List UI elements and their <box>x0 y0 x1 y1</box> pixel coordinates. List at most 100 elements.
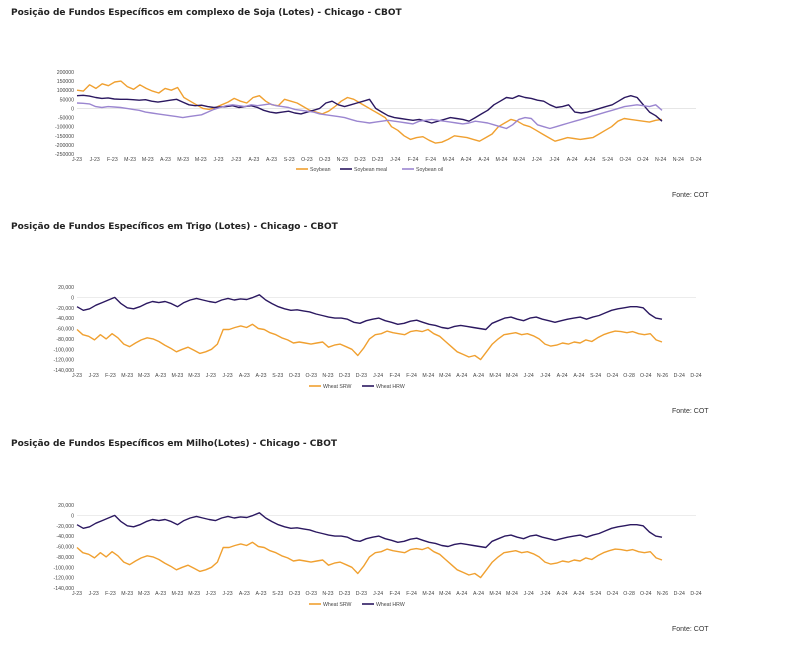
x-tick-label: M-24 <box>439 591 451 597</box>
y-tick-label: 0 <box>71 513 74 519</box>
x-tick-label: N-23 <box>322 591 333 597</box>
x-tick-label: A-23 <box>256 591 267 597</box>
corn-chart: 20,000 0 -20,000 -40,000 -60,000 -80,000 -100,… <box>54 503 702 608</box>
x-tick-label: J-23 <box>72 373 82 379</box>
y-tick-label: -60,000 <box>56 327 74 333</box>
x-tick-label: A-24 <box>456 591 467 597</box>
x-tick-label: N-26 <box>657 591 668 597</box>
wheat-chart: 20,000 0 -20,000 -40,000 -60,000 -80,000 -100,… <box>54 285 702 390</box>
x-tick-label: D-23 <box>356 591 367 597</box>
x-tick-label: A-23 <box>155 591 166 597</box>
x-tick-label: O-23 <box>289 373 301 379</box>
x-tick-label: D-23 <box>354 157 365 163</box>
x-tick-label: F-24 <box>406 373 417 379</box>
x-tick-label: D-24 <box>690 373 701 379</box>
x-tick-label: A-24 <box>584 157 595 163</box>
x-tick-label: M-23 <box>177 157 189 163</box>
x-tick-label: D-24 <box>674 591 685 597</box>
x-tick-label: A-23 <box>155 373 166 379</box>
x-tick-label: J-23 <box>89 373 99 379</box>
x-tick-label: A-24 <box>557 373 568 379</box>
series-line-2 <box>76 94 663 124</box>
x-tick-label: O-24 <box>607 373 619 379</box>
x-tick-label: J-23 <box>90 157 100 163</box>
y-tick-label: -250000 <box>55 152 74 158</box>
x-tick-label: O-24 <box>619 157 631 163</box>
x-tick-label: F-24 <box>390 373 401 379</box>
x-tick-label: A-23 <box>266 157 277 163</box>
x-tick-label: S-24 <box>590 373 601 379</box>
x-tick-label: S-23 <box>272 591 283 597</box>
x-tick-label: J-24 <box>532 157 542 163</box>
x-tick-label: N-24 <box>655 157 666 163</box>
x-tick-label: M-24 <box>489 591 501 597</box>
x-tick-label: J-24 <box>390 157 400 163</box>
x-tick-label: F-23 <box>105 373 116 379</box>
wheat-chart-section: Posição de Fundos Específicos em Trigo (… <box>0 215 806 435</box>
y-tick-label: -140,000 <box>54 368 75 374</box>
x-tick-label: J-23 <box>72 591 82 597</box>
x-tick-label: J-23 <box>72 157 82 163</box>
x-tick-label: A-24 <box>573 591 584 597</box>
y-tick-label: -200000 <box>55 143 74 149</box>
soy-chart: 200000 150000 100000 50000 0 -50000 -100000 -15… <box>55 70 702 173</box>
x-tick-label: A-24 <box>573 373 584 379</box>
legend-label: Wheat SRW <box>323 384 352 390</box>
x-tick-label: M-24 <box>442 157 454 163</box>
x-tick-label: J-24 <box>373 591 383 597</box>
x-tick-label: D-24 <box>690 591 701 597</box>
legend-label: Soybean oil <box>416 167 443 173</box>
x-tick-label: D-23 <box>339 591 350 597</box>
y-tick-label: -120,000 <box>54 358 75 364</box>
legend-label: Wheat SRW <box>323 602 352 608</box>
x-tick-label: F-24 <box>425 157 436 163</box>
x-tick-label: O-24 <box>640 591 652 597</box>
y-tick-label: -100000 <box>55 125 74 131</box>
x-tick-label: F-24 <box>390 591 401 597</box>
series-line-1 <box>76 323 663 361</box>
y-tick-label: 150000 <box>57 79 74 85</box>
x-tick-label: M-23 <box>171 373 183 379</box>
soy-chart-source: Fonte: COT <box>672 192 709 199</box>
legend-label: Wheat HRW <box>376 602 405 608</box>
corn-chart-source: Fonte: COT <box>672 626 709 633</box>
y-tick-label: 20,000 <box>58 285 74 291</box>
x-tick-label: S-24 <box>590 591 601 597</box>
y-tick-label: -80,000 <box>56 337 74 343</box>
series-line-2 <box>76 512 663 549</box>
x-tick-label: F-24 <box>408 157 419 163</box>
x-tick-label: A-23 <box>248 157 259 163</box>
x-tick-label: O-23 <box>289 591 301 597</box>
x-tick-label: N-23 <box>337 157 348 163</box>
x-tick-label: M-23 <box>188 373 200 379</box>
y-tick-label: -140,000 <box>54 586 75 592</box>
x-tick-label: M-24 <box>513 157 525 163</box>
soy-chart-section: Posição de Fundos Específicos em complex… <box>0 0 806 215</box>
y-tick-label: -60,000 <box>56 545 74 551</box>
x-tick-label: O-28 <box>623 373 635 379</box>
wheat-chart-source: Fonte: COT <box>672 408 709 415</box>
x-tick-label: O-24 <box>607 591 619 597</box>
x-tick-label: M-24 <box>422 373 434 379</box>
x-tick-label: F-23 <box>107 157 118 163</box>
y-tick-label: -40,000 <box>56 316 74 322</box>
x-tick-label: M-23 <box>195 157 207 163</box>
x-tick-label: A-23 <box>239 591 250 597</box>
x-tick-label: D-24 <box>674 373 685 379</box>
soy-chart-title: Posição de Fundos Específicos em complex… <box>11 8 402 18</box>
x-tick-label: S-23 <box>284 157 295 163</box>
x-tick-label: O-28 <box>623 591 635 597</box>
x-tick-label: A-24 <box>567 157 578 163</box>
x-tick-label: A-23 <box>160 157 171 163</box>
x-tick-label: A-24 <box>473 591 484 597</box>
x-tick-label: J-24 <box>373 373 383 379</box>
x-tick-label: J-23 <box>223 373 233 379</box>
x-tick-label: M-23 <box>171 591 183 597</box>
x-tick-label: J-24 <box>549 157 559 163</box>
x-tick-label: A-24 <box>478 157 489 163</box>
x-tick-label: S-24 <box>602 157 613 163</box>
x-tick-label: A-24 <box>456 373 467 379</box>
x-tick-label: O-24 <box>637 157 649 163</box>
legend-label: Soybean meal <box>354 167 387 173</box>
x-tick-label: M-23 <box>188 591 200 597</box>
